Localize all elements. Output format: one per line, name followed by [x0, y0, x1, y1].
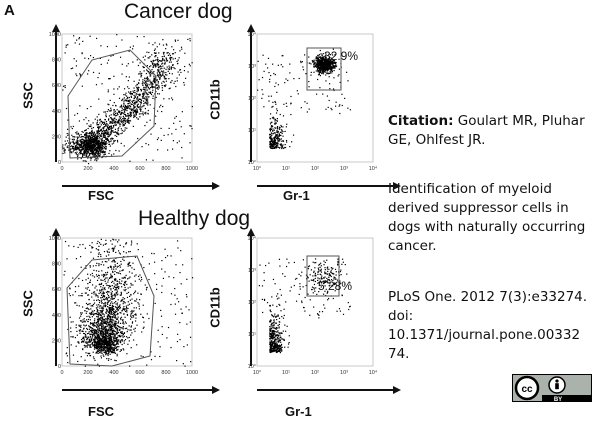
- healthy-scatter-xtick: 1000: [186, 370, 198, 376]
- cancer-gate-frame: [256, 33, 374, 163]
- cc-by-icon: cc BY: [512, 374, 592, 402]
- citation-title-text: Identification of myeloid derived suppre…: [388, 181, 586, 254]
- top-gate-percent: 32.9%: [324, 49, 359, 63]
- healthy-scatter-ytick: 1000: [49, 236, 61, 242]
- cancer-scatter-x-arrowhead: [212, 182, 220, 190]
- healthy-gate-frame: [256, 237, 374, 367]
- healthy-scatter-xtick: 200: [83, 370, 92, 376]
- cancer-gate-ytick: 10¹: [248, 128, 256, 134]
- cancer-scatter-ytick: 200: [52, 134, 61, 140]
- healthy-scatter-x-arrowhead: [212, 386, 220, 394]
- cancer-scatter-events: [62, 34, 193, 165]
- top-gr1-label: Gr-1: [283, 188, 310, 203]
- top-fsc-label: FSC: [88, 188, 114, 203]
- cancer-gate-ytick: 10°: [248, 160, 256, 166]
- cancer-gate-xtick: 10²: [311, 166, 319, 172]
- citation-journal-block: PLoS One. 2012 7(3):e33274. doi: 10.1371…: [388, 288, 588, 364]
- cancer-gate-ytick: 10⁴: [248, 31, 257, 38]
- citation-authors-block: Citation: Goulart MR, Pluhar GE, Ohlfest…: [388, 112, 593, 150]
- healthy-scatter-frame: [61, 237, 193, 367]
- cancer-gate-gate-rectangle: [306, 47, 342, 91]
- by-text: BY: [554, 397, 562, 402]
- bottom-cd11b-label: CD11b: [207, 287, 223, 328]
- healthy-gate-gate-rectangle: [306, 255, 340, 297]
- healthy-scatter-xtick: 0: [60, 370, 63, 376]
- healthy-scatter-gate-polygon: [66, 255, 155, 367]
- healthy-scatter-xtick: 400: [109, 370, 118, 376]
- healthy-gate-ytick: 10¹: [248, 332, 256, 338]
- bottom-gr1-label: Gr-1: [285, 404, 312, 419]
- healthy-scatter-ytick: 400: [52, 313, 61, 319]
- citation-title: Identification of myeloid derived suppre…: [388, 180, 593, 256]
- cancer-gate-xtick: 10¹: [282, 166, 290, 172]
- cancer-dog-title: Cancer dog: [124, 0, 233, 23]
- cancer-gate-xtick: 10⁴: [369, 165, 378, 172]
- healthy-gate-ytick: 10²: [248, 300, 256, 306]
- cancer-scatter-y-arrowhead: [52, 24, 60, 32]
- healthy-dog-cd11b-gr1-plot: 10° 10¹ 10² 10³ 10⁴ 10° 10¹ 10² 10³ 10⁴: [247, 228, 401, 394]
- cancer-gate-events: [257, 48, 351, 150]
- top-ssc-label: SSC: [20, 82, 36, 109]
- cancer-dog-cd11b-gr1-plot: 10° 10¹ 10² 10³ 10⁴ 10° 10¹ 10² 10³ 10⁴: [247, 24, 401, 190]
- citation-authors: Goulart MR, Pluhar GE, Ohlfest JR.: [388, 113, 585, 148]
- cancer-gate-ytick: 10³: [248, 64, 256, 70]
- cancer-scatter-ytick: 0: [58, 160, 61, 166]
- citation-label: Citation:: [388, 113, 454, 129]
- cancer-scatter-xtick: 0: [60, 166, 63, 172]
- healthy-scatter-xtick: 800: [161, 370, 170, 376]
- healthy-scatter-y-arrowhead: [52, 228, 60, 236]
- healthy-gate-xtick: 10²: [311, 370, 319, 376]
- cancer-gate-xtick: 10³: [340, 166, 348, 172]
- healthy-gate-ytick: 10°: [248, 364, 256, 370]
- cancer-scatter-ytick: 800: [52, 58, 61, 64]
- healthy-gate-x-arrowhead: [393, 386, 401, 394]
- healthy-gate-y-arrowhead: [247, 228, 255, 236]
- cancer-scatter-xtick: 600: [135, 166, 144, 172]
- healthy-gate-xtick: 10°: [253, 370, 261, 376]
- cancer-scatter-xtick: 400: [109, 166, 118, 172]
- healthy-gate-events: [258, 258, 351, 354]
- bottom-ssc-label: SSC: [20, 290, 36, 317]
- panel-letter: A: [4, 2, 15, 19]
- cancer-scatter-ytick: 1000: [49, 32, 61, 38]
- healthy-gate-xtick: 10¹: [282, 370, 290, 376]
- cancer-gate-ytick: 10²: [248, 96, 256, 102]
- cancer-scatter-ytick: 600: [52, 83, 61, 89]
- healthy-gate-xtick: 10³: [340, 370, 348, 376]
- cancer-scatter-xtick: 800: [161, 166, 170, 172]
- healthy-scatter-xtick: 600: [135, 370, 144, 376]
- healthy-gate-ytick: 10³: [248, 268, 256, 274]
- cancer-gate-y-arrowhead: [247, 24, 255, 32]
- healthy-gate-xtick: 10⁴: [369, 369, 378, 376]
- healthy-scatter-events: [63, 238, 194, 367]
- bottom-gate-percent: 5.28%: [318, 279, 353, 293]
- cancer-gate-xtick: 10°: [253, 166, 261, 172]
- cancer-scatter-xtick: 200: [83, 166, 92, 172]
- cc-text: cc: [521, 384, 533, 395]
- healthy-dog-title: Healthy dog: [138, 207, 251, 230]
- citation-journal: PLoS One. 2012 7(3):e33274.: [388, 289, 588, 305]
- healthy-scatter-ytick: 0: [58, 364, 61, 370]
- cancer-scatter-ytick: 400: [52, 109, 61, 115]
- healthy-scatter-ytick: 600: [52, 287, 61, 293]
- top-cd11b-label: CD11b: [207, 79, 223, 120]
- cancer-scatter-frame: [61, 33, 193, 163]
- healthy-scatter-ytick: 200: [52, 338, 61, 344]
- bottom-fsc-label: FSC: [88, 404, 114, 419]
- cancer-scatter-gate-polygon: [67, 49, 157, 159]
- cancer-dog-fsc-ssc-plot: 0 200 400 600 800 1000 0 200 400 600 800 1000: [49, 24, 220, 190]
- healthy-dog-fsc-ssc-plot: 0 200 400 600 800 1000 0 200 400 600 800 1000: [49, 228, 220, 394]
- citation-doi-label: doi:: [388, 308, 414, 324]
- healthy-gate-ytick: 10⁴: [248, 235, 257, 242]
- cancer-scatter-xtick: 1000: [186, 166, 198, 172]
- cancer-gate-x-arrowhead: [393, 182, 401, 190]
- healthy-scatter-ytick: 800: [52, 262, 61, 268]
- citation-doi: 10.1371/journal.pone.0033274.: [388, 327, 581, 362]
